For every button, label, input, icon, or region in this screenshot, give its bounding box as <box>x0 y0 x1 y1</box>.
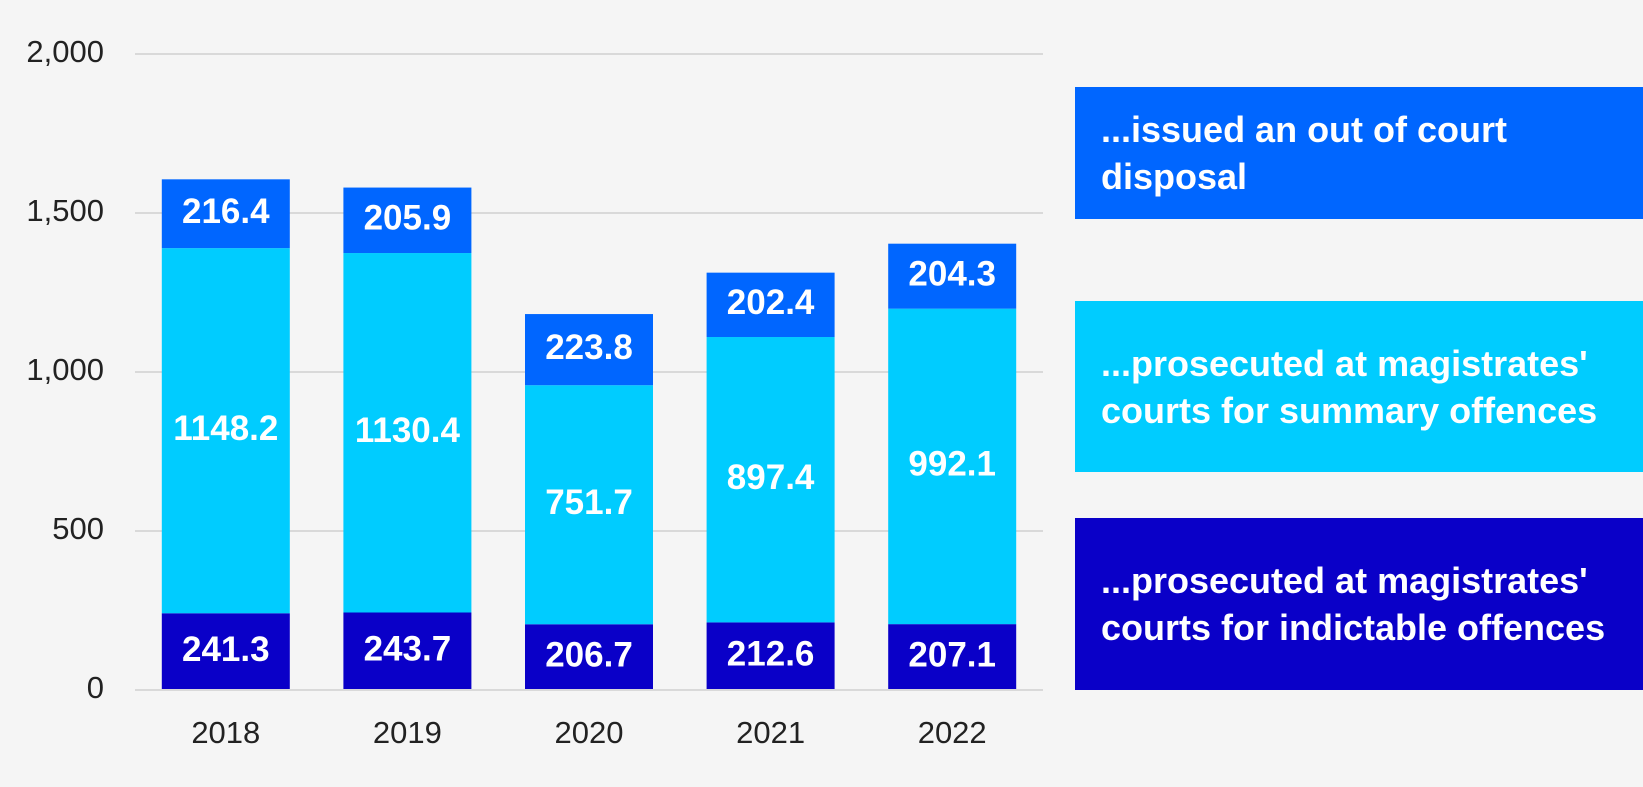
bar-segment <box>161 179 290 249</box>
data-label: 243.7 <box>364 630 452 669</box>
data-label: 205.9 <box>364 199 452 238</box>
bars <box>161 179 1017 690</box>
data-label: 223.8 <box>545 328 633 367</box>
bar-segment <box>706 272 835 338</box>
data-label: 207.1 <box>908 635 996 674</box>
bar-segment <box>343 253 472 613</box>
x-tick-label: 2020 <box>555 715 624 750</box>
data-label: 202.4 <box>727 283 815 322</box>
bar-segment <box>343 187 472 254</box>
x-tick-label: 2021 <box>736 715 805 750</box>
legend-entry: ...issued an out of court disposal <box>1075 87 1643 219</box>
y-tick-label: 500 <box>52 511 104 546</box>
bar-segment <box>343 612 472 690</box>
x-tick-label: 2022 <box>918 715 987 750</box>
bar-segment <box>706 337 835 623</box>
data-label: 241.3 <box>182 630 270 669</box>
legend-entry: ...prosecuted at magistrates' courts for… <box>1075 518 1643 690</box>
y-tick-label: 0 <box>87 670 104 705</box>
y-tick-label: 2,000 <box>26 34 104 69</box>
data-label: 897.4 <box>727 458 815 497</box>
x-tick-label: 2018 <box>191 715 260 750</box>
data-label: 212.6 <box>727 634 815 673</box>
bar-segment <box>161 613 290 690</box>
bar-segment <box>161 248 290 614</box>
data-label: 206.7 <box>545 635 633 674</box>
bar-segment <box>525 624 653 690</box>
bar-segment <box>888 308 1017 625</box>
y-tick-label: 1,000 <box>26 352 104 387</box>
data-label: 1130.4 <box>355 411 461 450</box>
bar-segment <box>706 622 835 690</box>
bar-segment <box>525 385 653 625</box>
data-label: 216.4 <box>182 192 270 231</box>
x-tick-label: 2019 <box>373 715 442 750</box>
bar-segment <box>525 314 653 386</box>
bar-segment <box>888 624 1017 690</box>
data-label: 992.1 <box>908 445 996 484</box>
data-label: 751.7 <box>545 483 633 522</box>
data-label: 1148.2 <box>173 409 278 448</box>
y-tick-label: 1,500 <box>26 193 104 228</box>
legend-entry: ...prosecuted at magistrates' courts for… <box>1075 301 1643 472</box>
data-label: 204.3 <box>908 254 996 293</box>
bar-segment <box>888 243 1017 309</box>
